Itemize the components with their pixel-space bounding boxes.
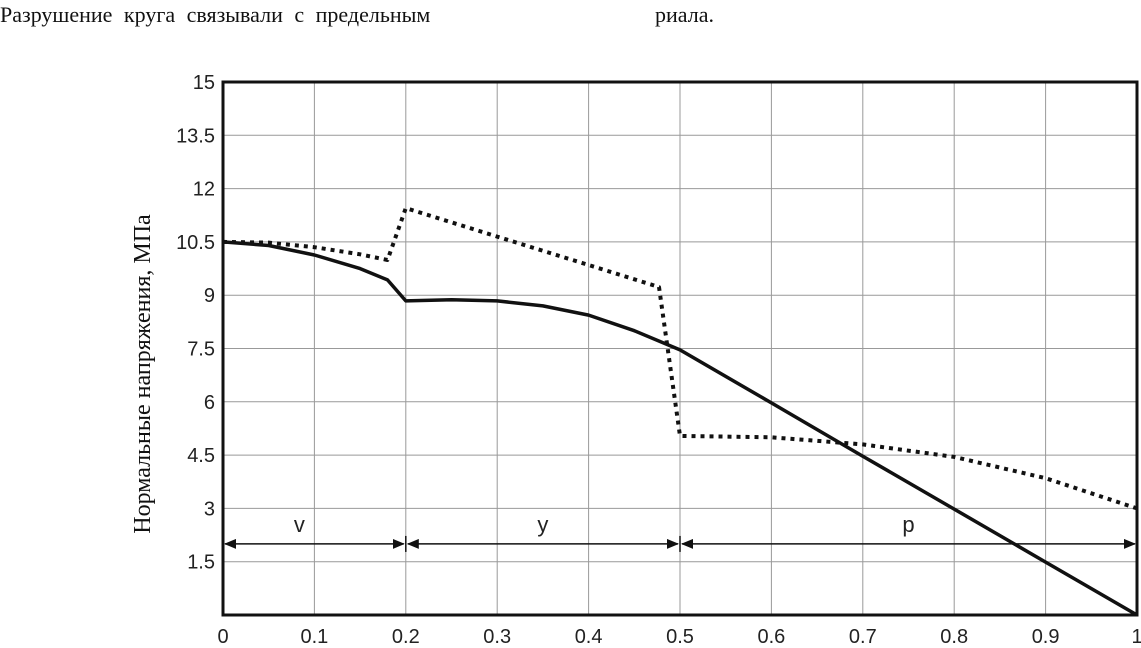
y-tick-label: 13.5 [176,125,215,147]
y-tick-label: 9 [204,285,215,307]
x-tick-label: 0.7 [849,626,877,648]
y-tick-label: 10.5 [176,232,215,254]
x-tick-label: 0.8 [940,626,968,648]
paragraph-text-left: Разрушение круга связывали с предельным [0,2,431,27]
x-tick-label: 0.2 [392,626,420,648]
x-tick-label: 0.3 [483,626,511,648]
x-tick-label: 0.4 [575,626,603,648]
x-tick-label: 0.5 [666,626,694,648]
y-tick-label: 4.5 [187,445,215,467]
tick-labels: 0 0.1 0.2 0.3 0.4 0.5 0.6 0.7 0.8 0.9 1 1.5 3 4.5 6 7.5… [176,72,1141,648]
paragraph-text-right: риала. [655,2,714,27]
y-tick-label: 12 [193,179,215,201]
x-tick-label: 0.6 [757,626,785,648]
x-tick-label: 1 [1131,626,1141,648]
zone-label: y [537,512,548,537]
y-tick-label: 7.5 [187,339,215,361]
solid-series-line [222,240,1138,617]
y-tick-label: 1.5 [187,552,215,574]
plot-frame [221,80,1139,617]
y-axis-label: Нормальные напряжения, МПа [130,214,156,534]
x-tick-label: 0.9 [1032,626,1060,648]
zone-label: p [902,512,914,537]
x-tick-label: 0 [217,626,228,648]
x-tick-label: 0.1 [300,626,328,648]
y-tick-label: 15 [193,72,215,94]
zone-label: v [294,512,305,537]
series-lines [222,206,1138,617]
y-tick-label: 3 [204,498,215,520]
y-tick-label: 6 [204,392,215,414]
